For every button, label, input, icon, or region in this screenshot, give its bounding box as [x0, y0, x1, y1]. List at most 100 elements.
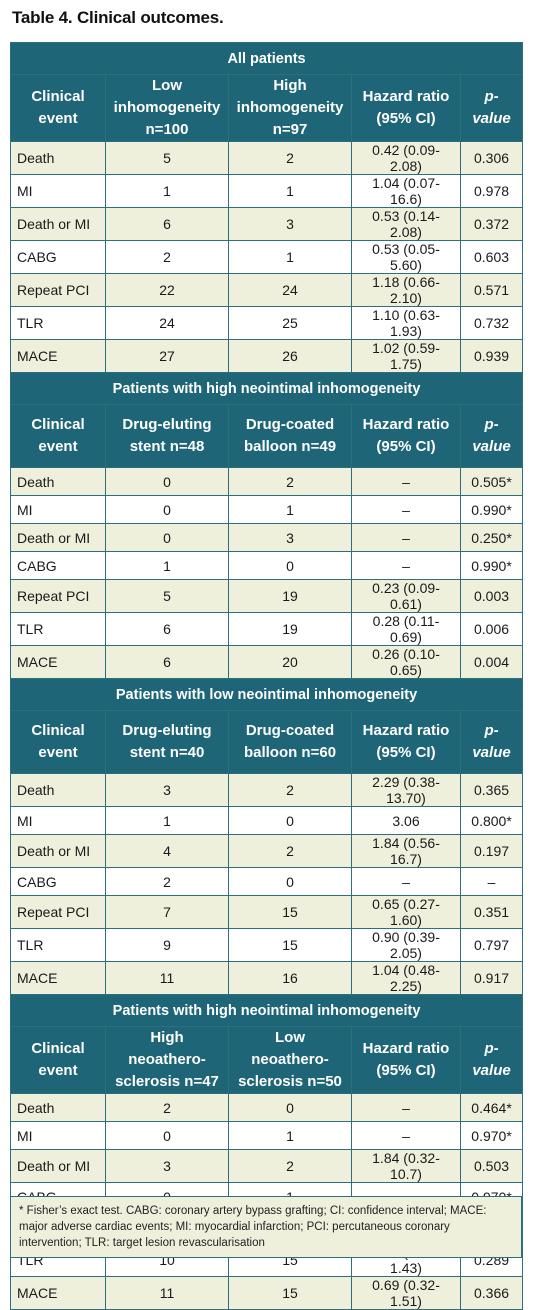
table-footnote: * Fisher’s exact test. CABG: coronary ar…	[10, 1196, 522, 1258]
table-cell: 1	[105, 551, 229, 580]
table-cell: –	[351, 867, 461, 896]
column-header: Clinical event	[10, 710, 106, 774]
section-title: Patients with high neointimal inhomogene…	[9, 994, 524, 1027]
table-cell: 1.84 (0.32-10.7)	[351, 1149, 461, 1183]
document-page: Table 4. Clinical outcomes. All patients…	[9, 8, 524, 1310]
table-cell: 1.84 (0.56-16.7)	[351, 834, 461, 868]
table-cell: 1	[228, 495, 352, 524]
table-row: Repeat PCI 22 24 1.18 (0.66-2.10) 0.571	[10, 273, 524, 307]
table-cell: 26	[228, 339, 352, 373]
table-row: Repeat PCI 7 15 0.65 (0.27-1.60) 0.351	[10, 895, 524, 929]
table-cell: 0.197	[459, 834, 524, 868]
table-body: All patients Clinical event Low inhomogene…	[9, 42, 524, 1310]
section-title-row: Patients with low neointimal inhomogenei…	[9, 678, 524, 711]
table-row: Death 3 2 2.29 (0.38-13.70) 0.365	[10, 773, 524, 807]
table-cell: 15	[228, 895, 352, 929]
table-row: MACE 27 26 1.02 (0.59-1.75) 0.939	[10, 339, 524, 373]
table-cell: 0.42 (0.09-2.08)	[351, 141, 461, 175]
table-cell: 3.06	[351, 806, 461, 835]
event-name-cell: MI	[10, 174, 106, 208]
table-cell: 0	[228, 806, 352, 835]
table-cell: 0.69 (0.32-1.51)	[351, 1276, 461, 1310]
column-header: Drug-eluting stent n=48	[105, 404, 229, 468]
table-cell: 0.505*	[459, 467, 524, 496]
column-header: p-value	[459, 404, 524, 468]
table-cell: 0.464*	[459, 1093, 524, 1122]
table-cell: 1.18 (0.66-2.10)	[351, 273, 461, 307]
table-cell: 0.006	[459, 612, 524, 646]
column-header-row: Clinical event Low inhomogeneity n=100 Hig…	[10, 74, 524, 142]
table-cell: 1.10 (0.63-1.93)	[351, 306, 461, 340]
table-cell: 0.503	[459, 1149, 524, 1183]
event-name-cell: MI	[10, 1121, 106, 1150]
table-row: Death or MI 0 3–0.250*	[10, 523, 524, 552]
table-cell: 0.365	[459, 773, 524, 807]
table-cell: 19	[228, 579, 352, 613]
event-name-cell: TLR	[10, 928, 106, 962]
table-cell: 0.603	[459, 240, 524, 274]
table-row: Death 0 2–0.505*	[10, 467, 524, 496]
table-cell: –	[351, 523, 461, 552]
table-cell: 5	[105, 141, 229, 175]
column-header: Clinical event	[10, 74, 106, 142]
table-cell: 9	[105, 928, 229, 962]
column-header: Low neoathero-sclerosis n=50	[228, 1026, 352, 1094]
column-header-row: Clinical event High neoathero-sclerosis n…	[10, 1026, 524, 1094]
table-cell: 0	[105, 495, 229, 524]
column-header-row: Clinical event Drug-eluting stent n=40 Dru…	[10, 710, 524, 774]
table-cell: 5	[105, 579, 229, 613]
table-cell: 0.990*	[459, 551, 524, 580]
table-cell: 24	[105, 306, 229, 340]
event-name-cell: Death	[10, 467, 106, 496]
table-cell: 1.02 (0.59-1.75)	[351, 339, 461, 373]
event-name-cell: Death or MI	[10, 834, 106, 868]
event-name-cell: Death or MI	[10, 207, 106, 241]
column-header-text: p-value	[472, 88, 511, 127]
table-cell: 0.917	[459, 961, 524, 995]
table-cell: –	[351, 551, 461, 580]
table-cell: 3	[228, 207, 352, 241]
table-row: MI 0 1–0.990*	[10, 495, 524, 524]
table-cell: 24	[228, 273, 352, 307]
table-caption: Table 4. Clinical outcomes.	[12, 8, 224, 27]
event-name-cell: Death	[10, 1093, 106, 1122]
table-row: Death or MI 3 2 1.84 (0.32-10.7) 0.503	[10, 1149, 524, 1183]
table-row: MI 0 1–0.970*	[10, 1121, 524, 1150]
table-cell: 2	[228, 467, 352, 496]
table-cell: 0.351	[459, 895, 524, 929]
table-cell: 1	[105, 174, 229, 208]
table-cell: 0.970*	[459, 1121, 524, 1150]
event-name-cell: Death or MI	[10, 1149, 106, 1183]
table-cell: 1	[228, 174, 352, 208]
table-cell: 3	[105, 1149, 229, 1183]
table-cell: 2	[228, 1149, 352, 1183]
table-cell: 0.306	[459, 141, 524, 175]
table-cell: 0.990*	[459, 495, 524, 524]
table-cell: 27	[105, 339, 229, 373]
table-cell: 0.90 (0.39-2.05)	[351, 928, 461, 962]
table-cell: 7	[105, 895, 229, 929]
table-cell: –	[351, 495, 461, 524]
table-cell: 0.939	[459, 339, 524, 373]
table-cell: 0.732	[459, 306, 524, 340]
table-cell: –	[351, 1121, 461, 1150]
table-cell: 0.28 (0.11-0.69)	[351, 612, 461, 646]
event-name-cell: CABG	[10, 240, 106, 274]
column-header: Low inhomogeneity n=100	[105, 74, 229, 142]
table-row: Death or MI 4 2 1.84 (0.56-16.7) 0.197	[10, 834, 524, 868]
table-cell: 1	[105, 806, 229, 835]
table-cell: 2.29 (0.38-13.70)	[351, 773, 461, 807]
column-header: Drug-coated balloon n=49	[228, 404, 352, 468]
section-title: Patients with low neointimal inhomogenei…	[9, 678, 524, 711]
event-name-cell: MI	[10, 806, 106, 835]
table-cell: 0.978	[459, 174, 524, 208]
table-row: Death 5 2 0.42 (0.09-2.08) 0.306	[10, 141, 524, 175]
table-cell: 0.26 (0.10-0.65)	[351, 645, 461, 679]
table-cell: 0.571	[459, 273, 524, 307]
table-cell: 0.797	[459, 928, 524, 962]
column-header: p-value	[459, 74, 524, 142]
table-row: MACE 6 20 0.26 (0.10-0.65) 0.004	[10, 645, 524, 679]
table-cell: 2	[228, 834, 352, 868]
table-cell: 0.004	[459, 645, 524, 679]
table-row: CABG 2 1 0.53 (0.05-5.60) 0.603	[10, 240, 524, 274]
